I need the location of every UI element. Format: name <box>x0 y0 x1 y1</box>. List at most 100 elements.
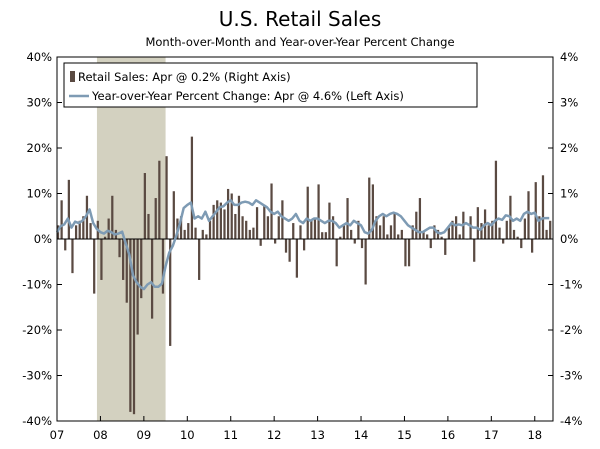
retail-sales-bar <box>426 234 429 239</box>
retail-sales-bar <box>389 225 393 239</box>
retail-sales-bar <box>292 223 295 239</box>
right-axis-tick-label: 3% <box>560 96 578 110</box>
retail-sales-bar <box>216 200 219 239</box>
retail-sales-bar <box>107 218 110 239</box>
left-axis-tick-label: -20% <box>22 323 52 337</box>
left-axis: -40% -30% -20% -10% 0% 10% 20% 30% 40% <box>22 50 62 428</box>
right-axis-tick-label: -2% <box>560 323 582 337</box>
left-axis-tick-label: 0% <box>34 232 52 246</box>
retail-sales-bar <box>505 220 508 239</box>
retail-sales-bar <box>422 232 425 239</box>
retail-sales-bar <box>111 195 114 239</box>
retail-sales-bar <box>288 239 291 262</box>
x-axis-tick-label: 17 <box>484 428 499 442</box>
retail-sales-bar <box>122 239 125 280</box>
retail-sales-bar <box>208 220 212 239</box>
retail-sales-bar <box>310 220 313 239</box>
retail-sales-bar <box>436 229 440 239</box>
retail-sales-bar <box>433 225 436 239</box>
x-axis-tick-label: 09 <box>137 428 152 442</box>
retail-sales-bar <box>219 202 222 239</box>
retail-sales-bar <box>444 239 447 255</box>
right-axis: -4% -3% -2% -1% 0% 1% 2% 3% 4% <box>548 50 582 428</box>
retail-sales-bar <box>103 236 107 239</box>
retail-sales-bar <box>67 179 70 239</box>
x-axis-tick-label: 14 <box>354 428 369 442</box>
retail-sales-bar <box>150 239 154 319</box>
retail-sales-bar <box>357 220 360 239</box>
retail-sales-bar <box>494 160 498 239</box>
retail-sales-bar <box>476 207 479 239</box>
yoy-line <box>55 199 550 291</box>
retail-sales-bar <box>541 175 545 239</box>
retail-sales-bar <box>230 193 233 239</box>
retail-sales-bar <box>198 239 201 280</box>
legend-bar-swatch <box>70 71 75 82</box>
x-axis-tick-label: 10 <box>180 428 195 442</box>
retail-sales-bar <box>263 204 266 240</box>
retail-sales-bar <box>226 188 230 239</box>
retail-sales-bar <box>194 227 197 240</box>
retail-sales-bar <box>252 227 255 240</box>
retail-sales-bar <box>534 182 537 240</box>
right-axis-tick-label: -1% <box>560 278 582 292</box>
retail-sales-bar <box>284 239 288 253</box>
retail-sales-bar <box>60 200 63 239</box>
x-axis-tick-label: 11 <box>223 428 238 442</box>
retail-sales-bar <box>321 232 324 239</box>
retail-sales-bar <box>491 220 494 239</box>
retail-sales-bar <box>342 225 346 239</box>
retail-sales-bar <box>502 239 505 244</box>
retail-sales-bar <box>324 232 327 239</box>
retail-sales-bar <box>350 229 353 239</box>
retail-sales-bar <box>368 177 371 239</box>
retail-sales-bar <box>469 216 472 239</box>
retail-sales-bar <box>100 239 103 280</box>
retail-sales-bar <box>487 225 490 239</box>
retail-sales-bar <box>335 239 338 267</box>
retail-sales-bar <box>527 191 530 239</box>
retail-sales-bar <box>516 236 519 239</box>
retail-sales-bar <box>418 198 422 239</box>
retail-sales-bar <box>306 186 309 239</box>
retail-sales-bar <box>169 239 172 346</box>
retail-sales-bar <box>274 239 277 244</box>
retail-sales-bar <box>397 234 400 239</box>
retail-sales-bar <box>187 223 190 239</box>
retail-sales-bar <box>400 229 403 239</box>
x-axis-tick-label: 12 <box>267 428 282 442</box>
retail-sales-bar <box>429 239 432 249</box>
retail-sales-bar <box>85 195 89 239</box>
retail-sales-bar <box>520 239 523 249</box>
retail-sales-bar <box>371 184 374 239</box>
retail-sales-bar <box>512 229 516 239</box>
x-axis-tick-label: 15 <box>397 428 412 442</box>
retail-sales-bar <box>339 236 342 239</box>
right-axis-tick-label: 0% <box>560 232 578 246</box>
retail-sales-bar <box>205 234 208 239</box>
retail-sales-bar <box>277 216 280 239</box>
retail-sales-bar <box>179 216 183 239</box>
x-axis-tick-label: 07 <box>50 428 65 442</box>
retail-sales-bar <box>89 223 92 239</box>
retail-sales-bar <box>183 229 186 239</box>
retail-sales-bar <box>498 227 501 240</box>
retail-sales-bar <box>245 220 248 239</box>
retail-sales-bar <box>299 225 302 239</box>
retail-sales-bar <box>411 225 414 239</box>
retail-sales-bar <box>353 239 356 244</box>
retail-sales-bar <box>93 239 96 294</box>
retail-sales-bar <box>549 220 552 239</box>
retail-sales-bar <box>82 216 85 239</box>
retail-sales-bar <box>172 191 175 239</box>
legend: Retail Sales: Apr @ 0.2% (Right Axis) Ye… <box>63 62 478 108</box>
retail-sales-bar <box>223 209 226 239</box>
retail-sales-bar <box>393 213 396 239</box>
retail-sales-bar <box>313 218 317 239</box>
retail-sales-bar <box>143 173 146 239</box>
left-axis-tick-label: -10% <box>22 278 52 292</box>
retail-sales-bar <box>538 216 541 239</box>
right-axis-tick-label: 1% <box>560 187 578 201</box>
retail-sales-bar <box>473 239 476 262</box>
